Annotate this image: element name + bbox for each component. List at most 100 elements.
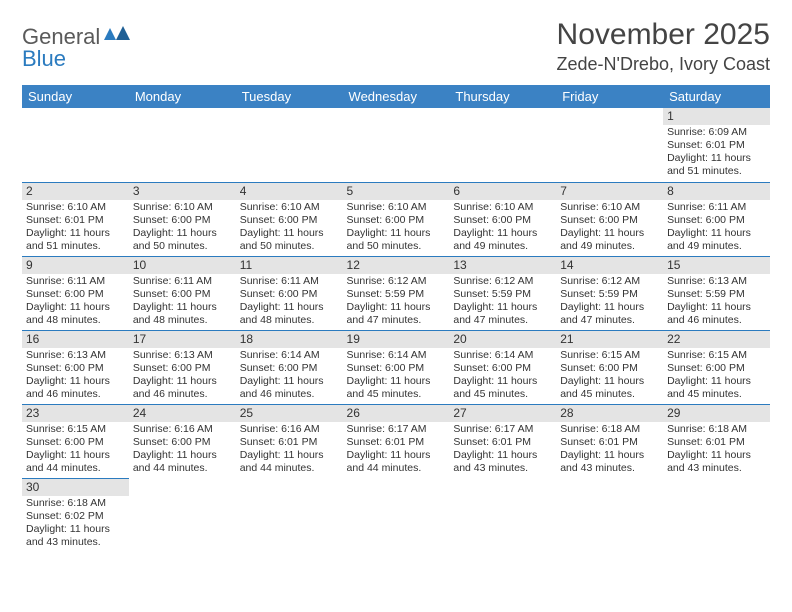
calendar-cell bbox=[663, 478, 770, 552]
sunset-text: Sunset: 6:00 PM bbox=[240, 214, 339, 227]
day-body: Sunrise: 6:17 AMSunset: 6:01 PMDaylight:… bbox=[449, 422, 556, 478]
daylight-text: Daylight: 11 hours and 47 minutes. bbox=[347, 301, 446, 327]
day-body: Sunrise: 6:11 AMSunset: 6:00 PMDaylight:… bbox=[129, 274, 236, 330]
calendar-row: 2Sunrise: 6:10 AMSunset: 6:01 PMDaylight… bbox=[22, 182, 770, 256]
sunset-text: Sunset: 6:01 PM bbox=[347, 436, 446, 449]
sunset-text: Sunset: 6:00 PM bbox=[560, 214, 659, 227]
sunrise-text: Sunrise: 6:13 AM bbox=[133, 349, 232, 362]
sunset-text: Sunset: 6:00 PM bbox=[26, 288, 125, 301]
daylight-text: Daylight: 11 hours and 43 minutes. bbox=[667, 449, 766, 475]
daylight-text: Daylight: 11 hours and 48 minutes. bbox=[133, 301, 232, 327]
sunset-text: Sunset: 6:01 PM bbox=[240, 436, 339, 449]
sunrise-text: Sunrise: 6:17 AM bbox=[453, 423, 552, 436]
calendar-cell: 30Sunrise: 6:18 AMSunset: 6:02 PMDayligh… bbox=[22, 478, 129, 552]
calendar-cell bbox=[449, 478, 556, 552]
sunset-text: Sunset: 6:00 PM bbox=[347, 214, 446, 227]
sunrise-text: Sunrise: 6:14 AM bbox=[347, 349, 446, 362]
sunrise-text: Sunrise: 6:09 AM bbox=[667, 126, 766, 139]
calendar-cell: 5Sunrise: 6:10 AMSunset: 6:00 PMDaylight… bbox=[343, 182, 450, 256]
day-body: Sunrise: 6:16 AMSunset: 6:01 PMDaylight:… bbox=[236, 422, 343, 478]
sunset-text: Sunset: 6:00 PM bbox=[453, 214, 552, 227]
calendar-cell: 6Sunrise: 6:10 AMSunset: 6:00 PMDaylight… bbox=[449, 182, 556, 256]
sunrise-text: Sunrise: 6:10 AM bbox=[133, 201, 232, 214]
sunrise-text: Sunrise: 6:13 AM bbox=[26, 349, 125, 362]
day-body: Sunrise: 6:10 AMSunset: 6:00 PMDaylight:… bbox=[343, 200, 450, 256]
title-block: November 2025 Zede-N'Drebo, Ivory Coast bbox=[556, 18, 770, 75]
daylight-text: Daylight: 11 hours and 45 minutes. bbox=[453, 375, 552, 401]
calendar-cell: 9Sunrise: 6:11 AMSunset: 6:00 PMDaylight… bbox=[22, 256, 129, 330]
calendar-row: 30Sunrise: 6:18 AMSunset: 6:02 PMDayligh… bbox=[22, 478, 770, 552]
day-number: 6 bbox=[449, 183, 556, 200]
daylight-text: Daylight: 11 hours and 49 minutes. bbox=[453, 227, 552, 253]
day-body: Sunrise: 6:10 AMSunset: 6:00 PMDaylight:… bbox=[236, 200, 343, 256]
calendar-cell: 20Sunrise: 6:14 AMSunset: 6:00 PMDayligh… bbox=[449, 330, 556, 404]
sunset-text: Sunset: 6:02 PM bbox=[26, 510, 125, 523]
sunrise-text: Sunrise: 6:12 AM bbox=[560, 275, 659, 288]
daylight-text: Daylight: 11 hours and 49 minutes. bbox=[560, 227, 659, 253]
sunset-text: Sunset: 6:00 PM bbox=[453, 362, 552, 375]
sunset-text: Sunset: 6:00 PM bbox=[560, 362, 659, 375]
calendar-row: 1Sunrise: 6:09 AMSunset: 6:01 PMDaylight… bbox=[22, 108, 770, 182]
calendar-cell: 29Sunrise: 6:18 AMSunset: 6:01 PMDayligh… bbox=[663, 404, 770, 478]
day-number: 13 bbox=[449, 257, 556, 274]
day-body: Sunrise: 6:18 AMSunset: 6:01 PMDaylight:… bbox=[663, 422, 770, 478]
calendar-cell: 4Sunrise: 6:10 AMSunset: 6:00 PMDaylight… bbox=[236, 182, 343, 256]
daylight-text: Daylight: 11 hours and 47 minutes. bbox=[453, 301, 552, 327]
sunset-text: Sunset: 6:00 PM bbox=[667, 214, 766, 227]
calendar-cell: 2Sunrise: 6:10 AMSunset: 6:01 PMDaylight… bbox=[22, 182, 129, 256]
day-body: Sunrise: 6:10 AMSunset: 6:00 PMDaylight:… bbox=[556, 200, 663, 256]
month-title: November 2025 bbox=[556, 18, 770, 52]
day-body: Sunrise: 6:10 AMSunset: 6:00 PMDaylight:… bbox=[129, 200, 236, 256]
day-number: 5 bbox=[343, 183, 450, 200]
day-number: 26 bbox=[343, 405, 450, 422]
day-body: Sunrise: 6:11 AMSunset: 6:00 PMDaylight:… bbox=[236, 274, 343, 330]
calendar-row: 9Sunrise: 6:11 AMSunset: 6:00 PMDaylight… bbox=[22, 256, 770, 330]
calendar-table: Sunday Monday Tuesday Wednesday Thursday… bbox=[22, 85, 770, 552]
sunset-text: Sunset: 6:00 PM bbox=[347, 362, 446, 375]
sunset-text: Sunset: 5:59 PM bbox=[667, 288, 766, 301]
sunset-text: Sunset: 6:00 PM bbox=[240, 362, 339, 375]
sunrise-text: Sunrise: 6:10 AM bbox=[240, 201, 339, 214]
sunrise-text: Sunrise: 6:14 AM bbox=[453, 349, 552, 362]
sunset-text: Sunset: 6:00 PM bbox=[133, 362, 232, 375]
day-body: Sunrise: 6:12 AMSunset: 5:59 PMDaylight:… bbox=[449, 274, 556, 330]
header: General Blue November 2025 Zede-N'Drebo,… bbox=[22, 18, 770, 75]
calendar-cell bbox=[556, 108, 663, 182]
sunset-text: Sunset: 6:00 PM bbox=[133, 214, 232, 227]
sunset-text: Sunset: 6:01 PM bbox=[667, 436, 766, 449]
sunset-text: Sunset: 6:00 PM bbox=[26, 362, 125, 375]
day-number: 29 bbox=[663, 405, 770, 422]
sunset-text: Sunset: 6:00 PM bbox=[667, 362, 766, 375]
day-number: 19 bbox=[343, 331, 450, 348]
day-body: Sunrise: 6:14 AMSunset: 6:00 PMDaylight:… bbox=[343, 348, 450, 404]
calendar-cell: 10Sunrise: 6:11 AMSunset: 6:00 PMDayligh… bbox=[129, 256, 236, 330]
logo: General Blue bbox=[22, 18, 130, 70]
daylight-text: Daylight: 11 hours and 51 minutes. bbox=[667, 152, 766, 178]
sunrise-text: Sunrise: 6:16 AM bbox=[240, 423, 339, 436]
day-body: Sunrise: 6:13 AMSunset: 5:59 PMDaylight:… bbox=[663, 274, 770, 330]
sunrise-text: Sunrise: 6:15 AM bbox=[26, 423, 125, 436]
day-body: Sunrise: 6:14 AMSunset: 6:00 PMDaylight:… bbox=[449, 348, 556, 404]
day-body: Sunrise: 6:10 AMSunset: 6:01 PMDaylight:… bbox=[22, 200, 129, 256]
calendar-cell: 24Sunrise: 6:16 AMSunset: 6:00 PMDayligh… bbox=[129, 404, 236, 478]
daylight-text: Daylight: 11 hours and 45 minutes. bbox=[347, 375, 446, 401]
sunrise-text: Sunrise: 6:12 AM bbox=[347, 275, 446, 288]
calendar-cell: 25Sunrise: 6:16 AMSunset: 6:01 PMDayligh… bbox=[236, 404, 343, 478]
sunset-text: Sunset: 6:00 PM bbox=[26, 436, 125, 449]
weekday-header: Friday bbox=[556, 85, 663, 108]
calendar-cell: 11Sunrise: 6:11 AMSunset: 6:00 PMDayligh… bbox=[236, 256, 343, 330]
calendar-cell bbox=[449, 108, 556, 182]
day-body: Sunrise: 6:16 AMSunset: 6:00 PMDaylight:… bbox=[129, 422, 236, 478]
day-body: Sunrise: 6:13 AMSunset: 6:00 PMDaylight:… bbox=[22, 348, 129, 404]
weekday-header: Wednesday bbox=[343, 85, 450, 108]
sunset-text: Sunset: 6:01 PM bbox=[453, 436, 552, 449]
sunset-text: Sunset: 6:01 PM bbox=[560, 436, 659, 449]
sunrise-text: Sunrise: 6:15 AM bbox=[560, 349, 659, 362]
weekday-header: Saturday bbox=[663, 85, 770, 108]
weekday-header: Sunday bbox=[22, 85, 129, 108]
day-number: 7 bbox=[556, 183, 663, 200]
calendar-row: 16Sunrise: 6:13 AMSunset: 6:00 PMDayligh… bbox=[22, 330, 770, 404]
calendar-cell bbox=[22, 108, 129, 182]
daylight-text: Daylight: 11 hours and 47 minutes. bbox=[560, 301, 659, 327]
calendar-cell: 21Sunrise: 6:15 AMSunset: 6:00 PMDayligh… bbox=[556, 330, 663, 404]
